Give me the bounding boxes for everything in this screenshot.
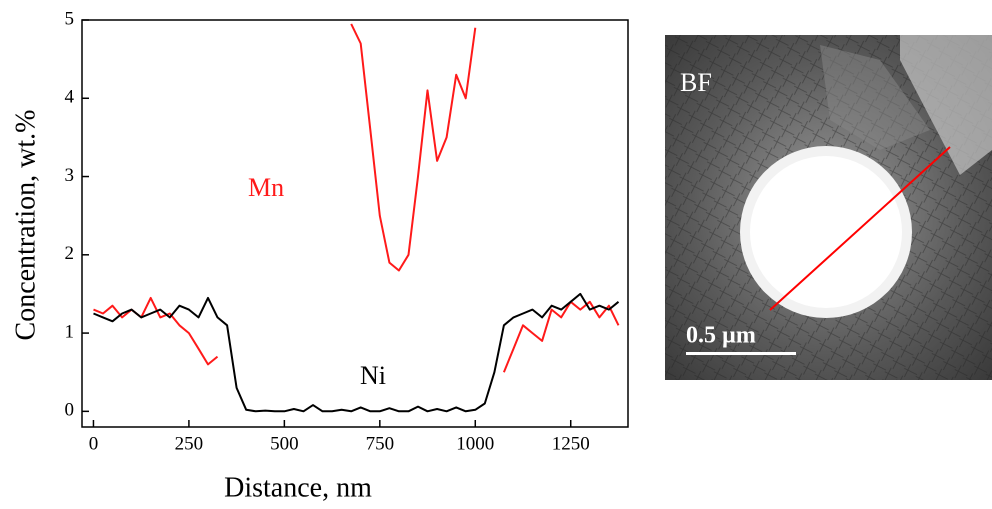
scan-line: [769, 146, 951, 311]
y-tick-label: 4: [65, 87, 75, 108]
series-label: Mn: [248, 173, 284, 202]
mode-label: BF: [680, 68, 712, 97]
plot-frame: [81, 19, 629, 428]
x-tick-label: 1000: [456, 433, 494, 454]
grain: [820, 45, 930, 150]
plot-area: [93, 23, 620, 413]
x-tick-label: 250: [175, 433, 204, 454]
y-tick-label: 3: [65, 165, 75, 186]
x-tick-label: 500: [270, 433, 299, 454]
series-line: [93, 292, 620, 413]
y-tick-label: 0: [65, 400, 75, 421]
scale-bar-label: 0.5 µm: [686, 323, 756, 349]
series-label: Ni: [360, 361, 386, 390]
scale-bar: [686, 352, 796, 355]
series-line: [93, 23, 620, 373]
particle-core: [750, 156, 902, 308]
micrograph: BF 0.5 µm: [665, 35, 992, 380]
x-tick-label: 1250: [552, 433, 590, 454]
bright-grain: [900, 35, 992, 175]
x-tick-label: 0: [89, 433, 99, 454]
y-tick-label: 2: [65, 243, 75, 264]
x-axis-label: Distance, nm: [224, 472, 372, 503]
y-tick-label: 1: [65, 321, 75, 342]
y-tick-label: 5: [65, 8, 75, 29]
x-tick-label: 750: [366, 433, 395, 454]
y-axis-label: Concentration, wt.%: [10, 110, 41, 341]
